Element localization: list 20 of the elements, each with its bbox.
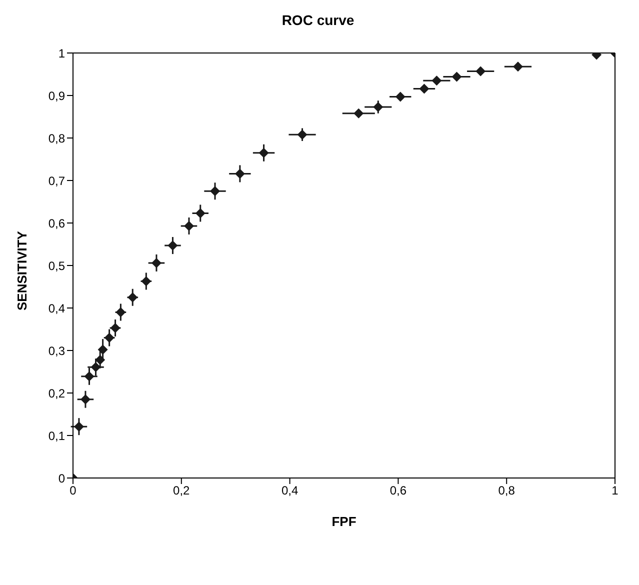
x-tick-label: 0,8: [498, 484, 516, 498]
y-tick-label: 0,9: [48, 88, 66, 103]
x-tick-label: 0,6: [390, 484, 407, 498]
y-axis-title: SENSITIVITY: [14, 230, 30, 310]
y-tick-label: 1: [58, 46, 66, 60]
x-tick-label: 0: [70, 484, 77, 498]
y-tick-label: 0,6: [48, 216, 66, 230]
x-tick-label: 0,2: [173, 484, 190, 498]
y-tick-label: 0: [58, 471, 66, 486]
y-tick-label: 0,8: [48, 131, 66, 146]
y-tick-label: 0,2: [48, 386, 66, 400]
y-tick-label: 0,5: [48, 258, 66, 273]
x-tick-label: 0,4: [281, 484, 298, 498]
x-axis-title: FPF: [332, 514, 356, 529]
chart-title: ROC curve: [280, 12, 356, 28]
y-tick-label: 0,3: [48, 344, 66, 358]
y-tick-label: 0,4: [48, 301, 66, 316]
x-tick-label: 1: [612, 484, 619, 498]
y-tick-label: 0,1: [48, 428, 66, 443]
y-tick-label: 0,7: [48, 174, 66, 188]
